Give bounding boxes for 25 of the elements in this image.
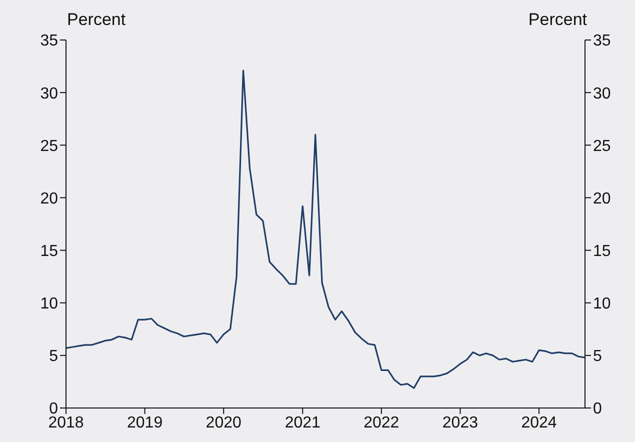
x-tick-label: 2021 <box>284 414 321 432</box>
y2-tick-label: 10 <box>593 296 611 313</box>
x-tick-label: 2018 <box>48 414 84 432</box>
x-tick-label: 2023 <box>442 414 478 432</box>
y2-axis-title: Percent <box>528 10 587 30</box>
line-series <box>66 70 585 389</box>
y-tick-label: 30 <box>40 85 58 102</box>
x-tick-label: 2024 <box>521 414 557 432</box>
y-tick-label: 35 <box>40 32 58 50</box>
y2-tick-label: 5 <box>593 348 602 366</box>
y-axis-title: Percent <box>67 10 126 30</box>
y-tick-label: 25 <box>40 138 58 155</box>
y-tick-label: 5 <box>49 348 58 366</box>
y2-tick-label: 30 <box>593 85 611 102</box>
y2-tick-label: 25 <box>593 138 611 155</box>
y2-tick-label: 15 <box>593 242 611 260</box>
y-tick-label: 15 <box>40 242 58 260</box>
y2-tick-label: 0 <box>593 400 602 418</box>
x-tick-label: 2020 <box>206 414 242 432</box>
y-tick-label: 10 <box>40 296 58 313</box>
y-tick-label: 20 <box>40 190 58 208</box>
y2-tick-label: 20 <box>593 190 611 208</box>
x-tick-label: 2022 <box>364 414 400 432</box>
x-tick-label: 2019 <box>127 414 163 432</box>
y2-tick-label: 35 <box>593 32 611 50</box>
